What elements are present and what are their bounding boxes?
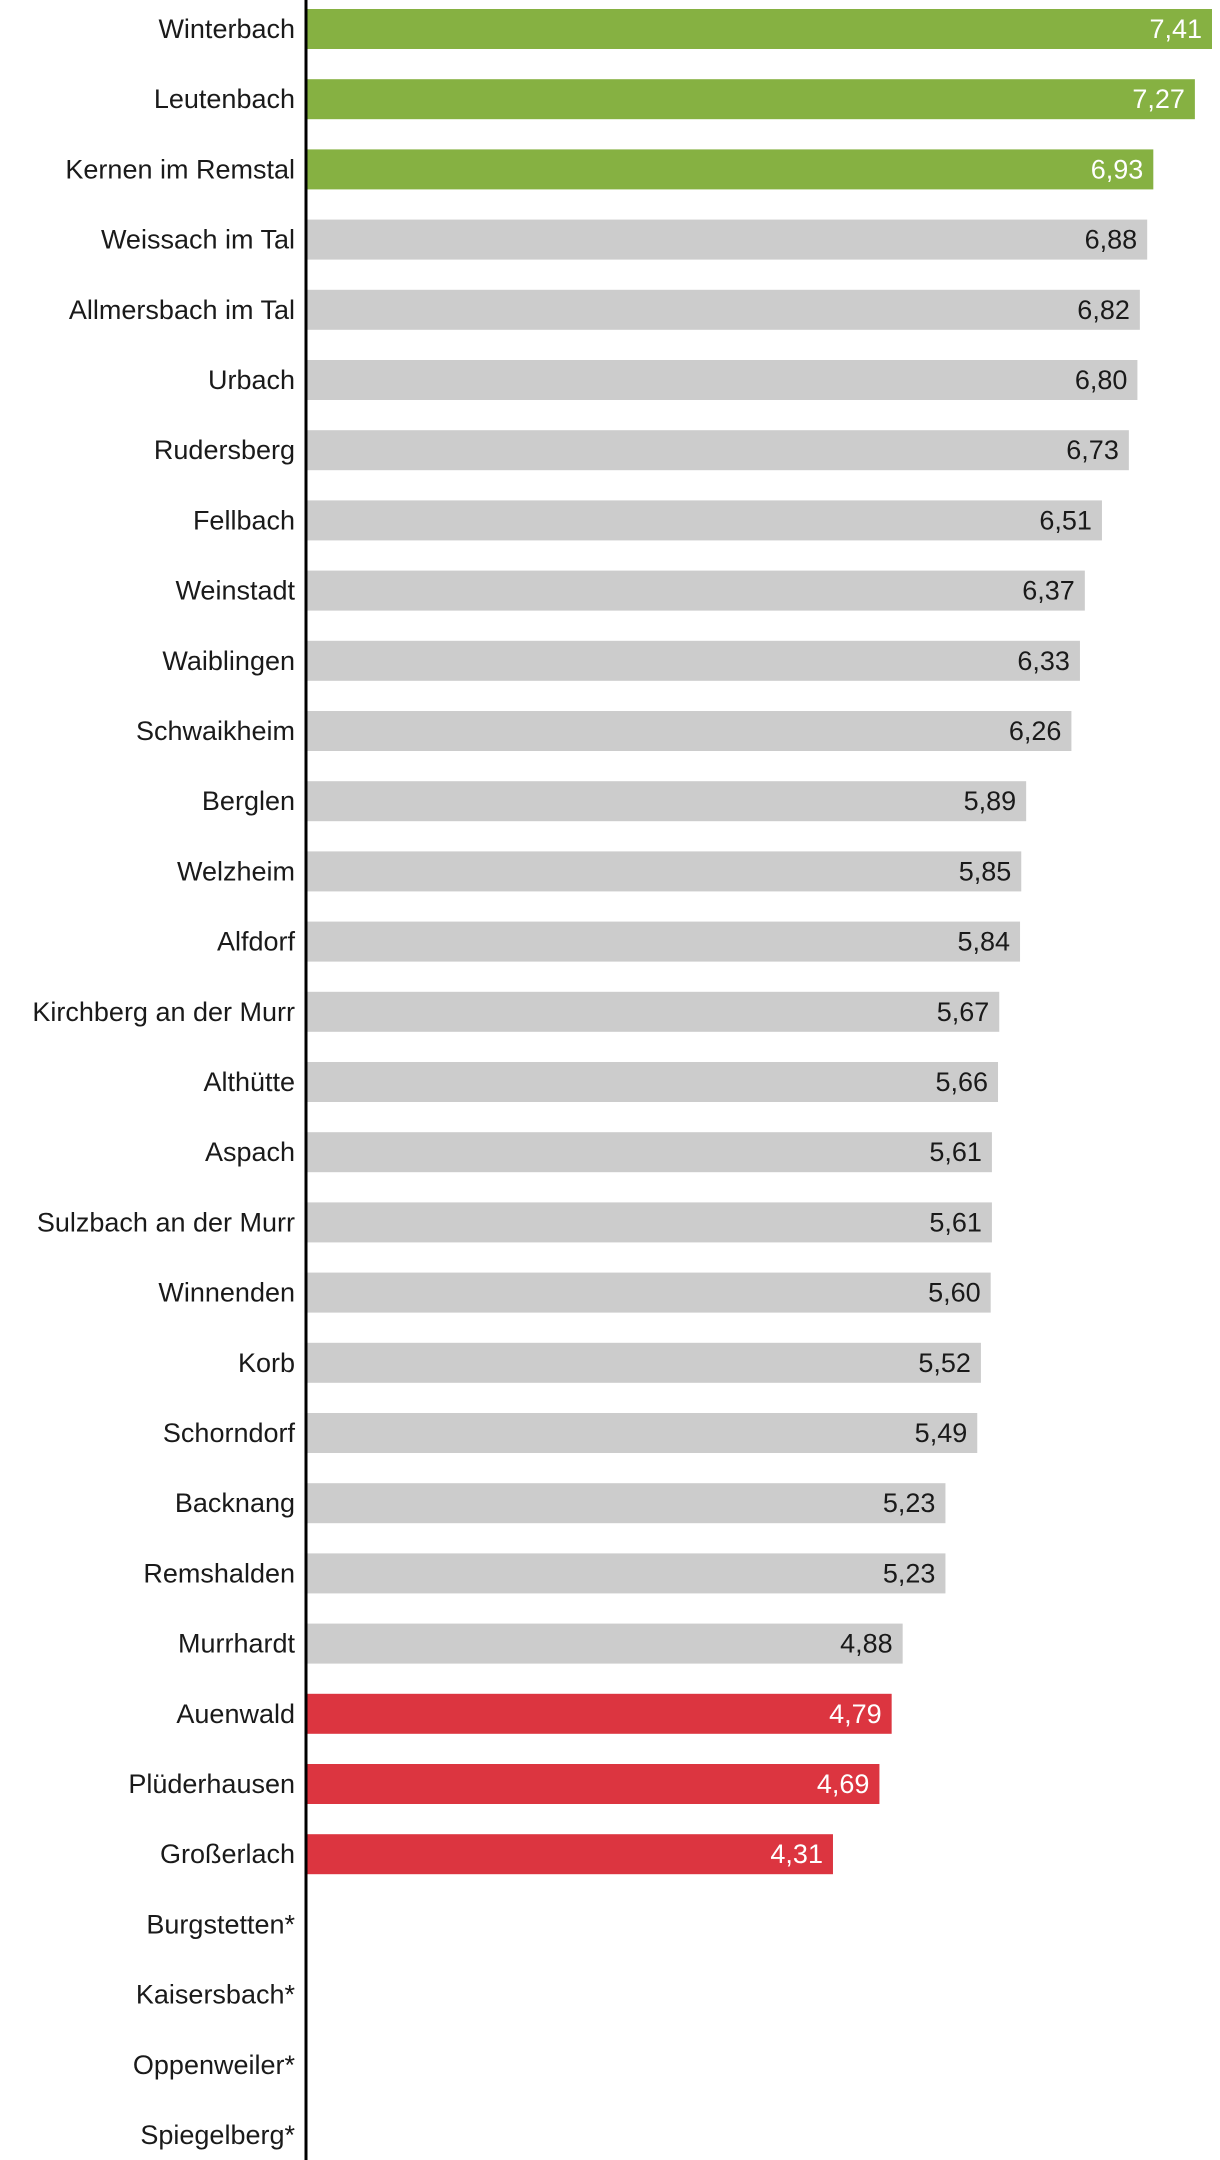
- category-label: Murrhardt: [178, 1629, 296, 1659]
- bar: [306, 1764, 880, 1804]
- bar: [306, 149, 1154, 190]
- bar-value-label: 6,93: [1091, 154, 1144, 184]
- bar: [306, 1553, 946, 1594]
- bar: [306, 1413, 978, 1453]
- bar: [306, 289, 1140, 330]
- category-label: Leutenbach: [154, 84, 295, 114]
- category-label: Oppenweiler*: [133, 2050, 296, 2080]
- category-label: Berglen: [202, 786, 295, 816]
- category-label: Großerlach: [160, 1839, 295, 1869]
- bar: [306, 360, 1138, 400]
- category-label: Backnang: [175, 1488, 295, 1518]
- bar-value-label: 4,79: [829, 1699, 882, 1729]
- bar-value-label: 6,37: [1022, 576, 1075, 606]
- category-label: Remshalden: [143, 1558, 295, 1588]
- bar-value-label: 5,66: [935, 1067, 988, 1097]
- bar-value-label: 6,26: [1009, 716, 1062, 746]
- bar: [306, 430, 1129, 471]
- category-label: Alfdorf: [217, 927, 296, 957]
- bar-value-label: 5,61: [929, 1207, 982, 1237]
- bar-value-label: 5,89: [964, 786, 1017, 816]
- bar-value-label: 5,52: [918, 1348, 971, 1378]
- category-label: Fellbach: [193, 505, 295, 535]
- bar-value-label: 6,73: [1066, 435, 1119, 465]
- bar: [306, 1202, 992, 1243]
- bar: [306, 570, 1085, 611]
- bar: [306, 921, 1021, 962]
- bar: [306, 781, 1027, 822]
- category-label: Winnenden: [158, 1278, 295, 1308]
- category-label: Spiegelberg*: [140, 2120, 295, 2150]
- category-label: Burgstetten*: [146, 1909, 295, 1939]
- category-label: Waiblingen: [162, 646, 295, 676]
- bar-value-label: 6,80: [1075, 365, 1128, 395]
- category-label: Sulzbach an der Murr: [37, 1207, 295, 1237]
- bar: [306, 1693, 892, 1734]
- bar-value-label: 4,69: [817, 1769, 870, 1799]
- bar-value-label: 5,60: [928, 1278, 981, 1308]
- bar-value-label: 4,31: [770, 1839, 823, 1869]
- bar: [306, 79, 1195, 120]
- category-label: Kernen im Remstal: [65, 154, 295, 184]
- category-label: Urbach: [208, 365, 295, 395]
- bar-value-label: 4,88: [840, 1629, 893, 1659]
- category-label: Winterbach: [158, 14, 295, 44]
- bar: [306, 851, 1022, 892]
- category-label: Aspach: [205, 1137, 295, 1167]
- category-label: Weissach im Tal: [101, 225, 295, 255]
- category-label: Plüderhausen: [128, 1769, 295, 1799]
- bar-value-label: 5,49: [915, 1418, 968, 1448]
- category-label: Schorndorf: [163, 1418, 296, 1448]
- bar-value-label: 6,88: [1085, 225, 1138, 255]
- category-label: Althütte: [203, 1067, 295, 1097]
- bar: [306, 1834, 833, 1875]
- category-label: Auenwald: [176, 1699, 295, 1729]
- bar-value-label: 5,84: [957, 927, 1010, 957]
- bar: [306, 1062, 999, 1102]
- bar-value-label: 5,67: [937, 997, 990, 1027]
- bar-value-label: 7,41: [1149, 14, 1202, 44]
- bar-value-label: 5,85: [959, 856, 1012, 886]
- bar: [306, 9, 1212, 49]
- bar-value-label: 5,23: [883, 1558, 936, 1588]
- bar: [306, 1132, 992, 1173]
- category-label: Rudersberg: [154, 435, 295, 465]
- category-label: Allmersbach im Tal: [69, 295, 295, 325]
- category-label: Kirchberg an der Murr: [32, 997, 295, 1027]
- bar: [306, 711, 1072, 751]
- category-label: Kaisersbach*: [136, 1980, 296, 2010]
- category-label: Schwaikheim: [136, 716, 295, 746]
- bar-value-label: 5,61: [929, 1137, 982, 1167]
- bar: [306, 1623, 903, 1664]
- bar: [306, 640, 1080, 681]
- bar-value-label: 6,82: [1077, 295, 1130, 325]
- bar-value-label: 6,51: [1039, 505, 1092, 535]
- bar-value-label: 5,23: [883, 1488, 936, 1518]
- bar: [306, 219, 1148, 260]
- category-label: Weinstadt: [175, 576, 295, 606]
- bar: [306, 1272, 991, 1313]
- bar-value-label: 6,33: [1017, 646, 1070, 676]
- bar: [306, 500, 1102, 541]
- bar: [306, 1483, 946, 1524]
- category-label: Welzheim: [177, 856, 295, 886]
- bar-value-label: 7,27: [1132, 84, 1185, 114]
- category-label: Korb: [238, 1348, 295, 1378]
- bar: [306, 1342, 981, 1383]
- bar: [306, 991, 1000, 1032]
